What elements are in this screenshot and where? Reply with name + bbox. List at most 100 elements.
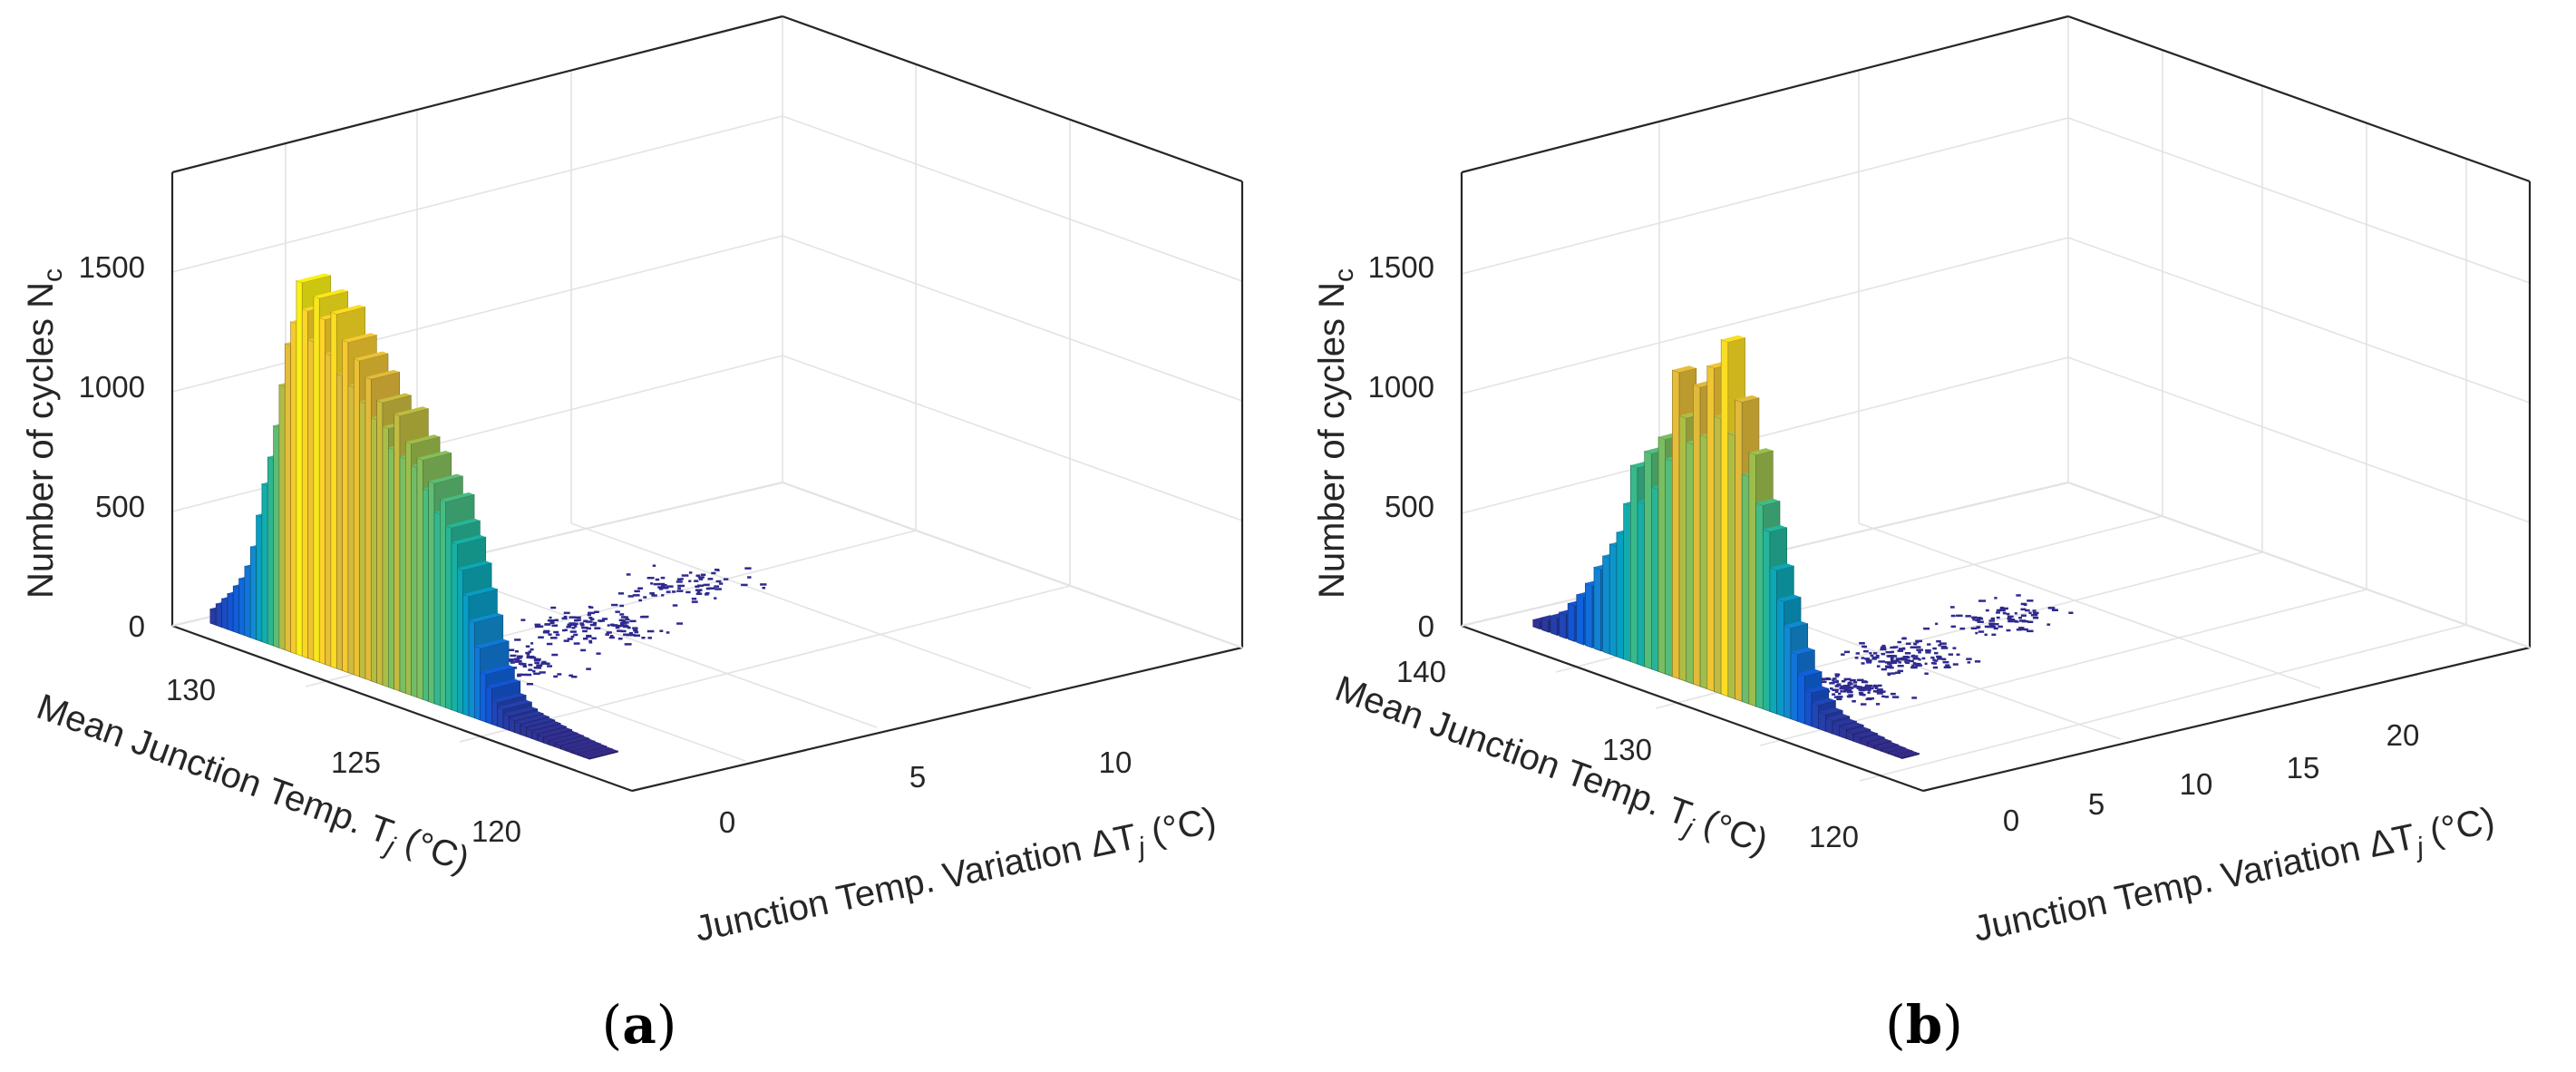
scatter-point [615, 610, 620, 613]
bar-side-face [221, 598, 228, 630]
bar-side-face [491, 699, 499, 727]
bar-side-face [428, 481, 435, 705]
scatter-point [1847, 681, 1852, 685]
scatter-point [563, 616, 568, 619]
scatter-point [1835, 673, 1841, 677]
scatter-point [589, 623, 597, 627]
scatter-point [2007, 619, 2016, 621]
scatter-point [647, 637, 652, 639]
bar-side-face [1735, 399, 1743, 702]
scatter-point [2020, 614, 2027, 617]
scatter-point [1880, 648, 1887, 651]
scatter-point [620, 619, 626, 622]
scatter-point [1930, 661, 1936, 665]
scatter-point [760, 583, 767, 586]
bar-top-face [1721, 335, 1745, 343]
bar-top-face [1755, 498, 1780, 506]
panel-a-z-axis-label: Number of cycles Nc [21, 268, 68, 599]
scatter-point [551, 624, 559, 627]
bar-top-face [462, 587, 498, 597]
a-z-tick-1500: 1500 [79, 250, 145, 284]
scatter-point [1895, 658, 1903, 660]
scatter-point [1996, 609, 2003, 612]
scatter-point [516, 657, 522, 659]
bar-side-face [1567, 602, 1576, 642]
scatter-point [1984, 633, 1988, 637]
bar-top-face [1672, 365, 1696, 373]
bar-top-face [354, 351, 389, 361]
scatter-point [1915, 664, 1922, 667]
scatter-point [518, 662, 523, 665]
bar-side-face [433, 512, 441, 707]
bar-top-face [445, 518, 481, 529]
bar-top-face [531, 724, 567, 734]
scatter-point [586, 627, 591, 630]
bar-side-face [376, 400, 384, 686]
scatter-point [2016, 629, 2022, 631]
scatter-point [1943, 666, 1951, 668]
scatter-point [657, 586, 664, 589]
scatter-point [2020, 602, 2027, 606]
scatter-point [2068, 611, 2074, 614]
b-y-tick-140: 140 [1396, 655, 1446, 688]
scatter-point [1950, 625, 1957, 629]
scatter-point [1849, 678, 1856, 682]
bar-top-face [428, 473, 463, 483]
bar-side-face [423, 488, 429, 702]
scatter-point [1915, 639, 1922, 643]
scatter-point [2016, 594, 2021, 597]
scatter-point [1911, 666, 1916, 669]
scatter-point [619, 621, 627, 625]
bar-side-face [1616, 531, 1624, 660]
bar-top-face [416, 450, 452, 461]
bar-top-face [520, 717, 555, 727]
bar-side-face [238, 578, 246, 637]
scatter-point [695, 574, 701, 577]
scatter-point [1942, 660, 1949, 664]
bar-side-face [1755, 502, 1764, 710]
a-z-tick-500: 500 [95, 490, 145, 523]
scatter-point [541, 660, 547, 664]
scatter-point [591, 637, 597, 640]
scatter-point [1911, 697, 1917, 699]
scatter-point [1899, 648, 1906, 650]
scatter-point [510, 661, 515, 664]
bar-side-face [1762, 529, 1771, 712]
bar-side-face [1790, 651, 1798, 722]
scatter-point [676, 590, 684, 592]
scatter-point [539, 671, 546, 674]
scatter-point [632, 627, 638, 629]
scatter-point [638, 599, 642, 602]
bar-side-face [365, 376, 372, 682]
scatter-point [1915, 662, 1921, 666]
scatter-point [659, 629, 664, 632]
scatter-point [626, 573, 631, 576]
scatter-point [649, 592, 655, 595]
scatter-point [542, 631, 549, 634]
scatter-point [1852, 700, 1856, 703]
scatter-point [1832, 677, 1837, 680]
bar-side-face [1714, 415, 1722, 695]
scatter-point [1924, 672, 1929, 675]
scatter-point [1935, 622, 1939, 626]
scatter-point [588, 641, 593, 644]
scatter-point [530, 648, 534, 651]
scatter-point [697, 576, 705, 579]
scatter-point [1848, 694, 1853, 697]
scatter-point [1912, 662, 1916, 665]
scatter-point [658, 582, 666, 586]
bar-side-face [388, 447, 394, 690]
bar-side-face [462, 593, 470, 716]
scatter-point [1934, 651, 1939, 655]
scatter-point [666, 590, 671, 593]
bar-side-face [457, 568, 463, 715]
b-z-tick-1500: 1500 [1368, 250, 1434, 284]
scatter-point [587, 613, 591, 617]
scatter-point [1933, 659, 1939, 662]
scatter-point [1918, 658, 1921, 661]
bar-top-face [543, 730, 578, 741]
bar-top-face [514, 714, 549, 725]
scatter-point [1843, 678, 1847, 681]
scatter-point [1869, 651, 1872, 655]
scatter-point [705, 587, 711, 590]
